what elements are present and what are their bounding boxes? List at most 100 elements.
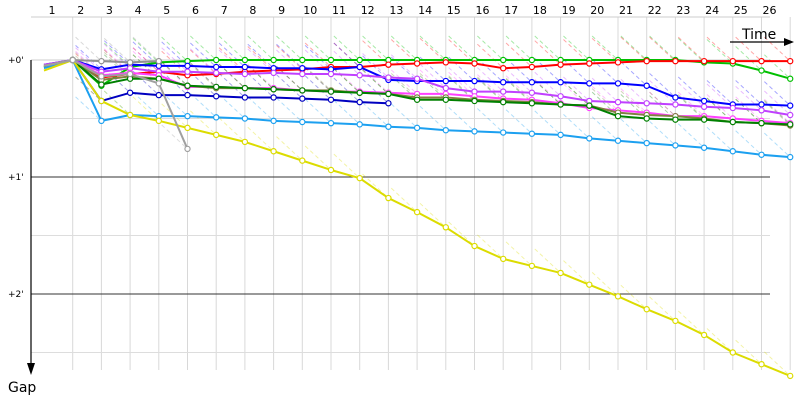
- lap-connector: [333, 99, 361, 125]
- x-tick-label: 9: [278, 4, 285, 17]
- data-point: [729, 349, 737, 356]
- lap-connector: [448, 67, 475, 92]
- lap-connector: [161, 36, 188, 62]
- x-tick-label: 15: [447, 4, 461, 17]
- lap-connector: [505, 109, 533, 135]
- lap-connector: [419, 37, 447, 63]
- lap-connector: [649, 121, 676, 146]
- data-point: [758, 119, 765, 127]
- lap-connector: [304, 145, 332, 171]
- lap-connector: [218, 94, 246, 119]
- data-point: [758, 107, 765, 114]
- data-point: [356, 72, 363, 79]
- lap-connector: [505, 75, 533, 101]
- data-point: [672, 317, 679, 325]
- lap-connector: [591, 271, 619, 297]
- data-point: [758, 57, 765, 65]
- data-point: [729, 57, 737, 65]
- lap-connector: [362, 69, 389, 95]
- lap-connector: [161, 47, 188, 73]
- data-point: [787, 102, 794, 109]
- lap-connector: [75, 96, 102, 122]
- data-point: [586, 60, 593, 67]
- lap-connector: [390, 75, 418, 101]
- data-point: [270, 94, 277, 101]
- lap-connector: [448, 56, 475, 82]
- lap-connector: [218, 63, 246, 89]
- lap-connector: [620, 35, 648, 61]
- lap-connector: [534, 80, 561, 105]
- lap-connector: [333, 35, 361, 61]
- data-point: [500, 88, 507, 95]
- x-tick-label: 6: [192, 4, 199, 17]
- data-point: [471, 242, 478, 250]
- data-point: [700, 97, 708, 105]
- x-tick-label: 22: [648, 4, 662, 17]
- x-tick-label: 25: [734, 4, 748, 17]
- lap-connector: [304, 44, 332, 70]
- lap-connector: [677, 76, 705, 102]
- x-tick-label: 13: [389, 4, 403, 17]
- data-point: [528, 100, 536, 107]
- data-point: [614, 137, 622, 144]
- data-point: [500, 56, 507, 64]
- lap-connector: [276, 44, 303, 70]
- data-point: [500, 98, 507, 106]
- x-tick-label: 26: [763, 4, 777, 17]
- x-tick-label: 18: [533, 4, 547, 17]
- data-point: [270, 86, 277, 93]
- lap-connector: [390, 103, 418, 129]
- data-point: [528, 262, 536, 270]
- lap-connector: [448, 35, 475, 61]
- data-point: [241, 94, 249, 101]
- data-point: [471, 128, 478, 135]
- data-point: [212, 63, 220, 71]
- data-point: [184, 91, 191, 99]
- data-point: [442, 224, 449, 231]
- data-point: [557, 131, 564, 139]
- data-point: [672, 94, 679, 101]
- data-point: [327, 119, 335, 127]
- data-point: [385, 61, 392, 68]
- data-point: [614, 59, 622, 66]
- data-point: [126, 70, 134, 78]
- data-point: [442, 126, 449, 134]
- lap-connector: [190, 49, 217, 75]
- data-point: [787, 372, 794, 380]
- lap-connector: [591, 77, 619, 103]
- data-point: [241, 63, 249, 71]
- data-point: [500, 129, 507, 136]
- data-point: [643, 115, 650, 122]
- lap-connector: [505, 57, 533, 83]
- lap-connector: [764, 36, 791, 62]
- data-point: [270, 117, 277, 125]
- lap-connector: [534, 57, 561, 83]
- lap-connector: [591, 59, 619, 84]
- data-point: [98, 81, 105, 88]
- lap-connector: [390, 187, 418, 213]
- lap-connector: [362, 55, 389, 81]
- lap-connector: [190, 35, 217, 61]
- data-point: [758, 101, 765, 108]
- lap-connector: [563, 35, 590, 61]
- lap-connector: [190, 42, 217, 68]
- lap-connector: [247, 126, 274, 152]
- lap-connector: [591, 85, 619, 111]
- lap-connector: [477, 57, 504, 83]
- x-tick-label: 2: [77, 4, 84, 17]
- data-point: [643, 82, 650, 89]
- data-point: [155, 80, 162, 87]
- data-point: [528, 130, 536, 137]
- data-point: [184, 112, 191, 120]
- data-point: [700, 116, 708, 123]
- x-tick-label: 4: [135, 4, 142, 17]
- lap-connector: [764, 81, 791, 106]
- lap-connector: [706, 328, 734, 353]
- data-point: [98, 57, 105, 65]
- data-point: [184, 124, 191, 132]
- lap-connector: [218, 42, 246, 68]
- x-tick-label: 12: [361, 4, 375, 17]
- data-point: [327, 88, 335, 95]
- data-point: [471, 97, 478, 105]
- lap-connector: [75, 76, 102, 102]
